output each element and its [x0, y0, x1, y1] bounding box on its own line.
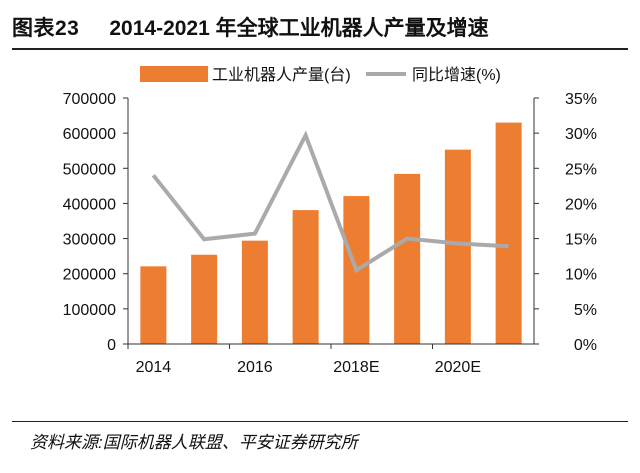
- bar-2016: [241, 240, 268, 344]
- chart-area: 工业机器人产量(台) 同比增速(%) 0 100000 200000 300000 400…: [63, 66, 597, 376]
- chart-title: 2014-2021 年全球工业机器人产量及增速: [109, 17, 489, 40]
- growth-line: [151, 130, 509, 274]
- source-note: 资料来源:国际机器人联盟、平安证券研究所: [30, 433, 358, 452]
- right-tick-label: 5%: [574, 302, 597, 319]
- legend: 工业机器人产量(台) 同比增速(%): [140, 66, 501, 84]
- left-tick-label: 100000: [63, 302, 116, 319]
- right-tick-label: 30%: [565, 126, 597, 143]
- left-tick-label: 300000: [63, 232, 116, 249]
- bar-2020E: [444, 149, 471, 344]
- right-tick-label: 15%: [565, 232, 597, 249]
- left-tick-label: 500000: [63, 161, 116, 178]
- left-tick-label: 400000: [63, 196, 116, 213]
- bar-2021E: [495, 122, 522, 344]
- bar-2019E: [394, 173, 421, 344]
- right-tick-label: 10%: [565, 267, 597, 284]
- left-tick-label: 700000: [63, 91, 116, 108]
- chart-header: 图表23 2014-2021 年全球工业机器人产量及增速: [12, 10, 628, 44]
- legend-swatch-production: [140, 66, 208, 82]
- bar-2015: [191, 254, 218, 344]
- left-tick-label: 0: [107, 337, 116, 354]
- title-divider: [12, 48, 628, 50]
- footer-divider: [12, 421, 628, 422]
- x-tick-label: 2014: [136, 359, 172, 376]
- legend-label-production: 工业机器人产量(台): [212, 66, 351, 84]
- legend-label-growth: 同比增速(%): [412, 66, 501, 84]
- right-tick-label: 35%: [565, 91, 597, 108]
- line-series: [151, 130, 509, 274]
- right-tick-label: 25%: [565, 161, 597, 178]
- x-tick-label: 2020E: [435, 359, 481, 376]
- right-tick-label: 0%: [574, 337, 597, 354]
- x-tick-label: 2018E: [333, 359, 379, 376]
- bar-2014: [140, 266, 167, 344]
- right-tick-label: 20%: [565, 196, 597, 213]
- axes: 0 100000 200000 300000 400000 500000 600000 700…: [63, 91, 597, 376]
- bar-2017: [292, 210, 319, 344]
- figure-label: 图表23: [12, 17, 80, 40]
- bar-series: [140, 122, 522, 344]
- left-tick-label: 200000: [63, 267, 116, 284]
- x-tick-label: 2016: [237, 359, 273, 376]
- left-tick-label: 600000: [63, 126, 116, 143]
